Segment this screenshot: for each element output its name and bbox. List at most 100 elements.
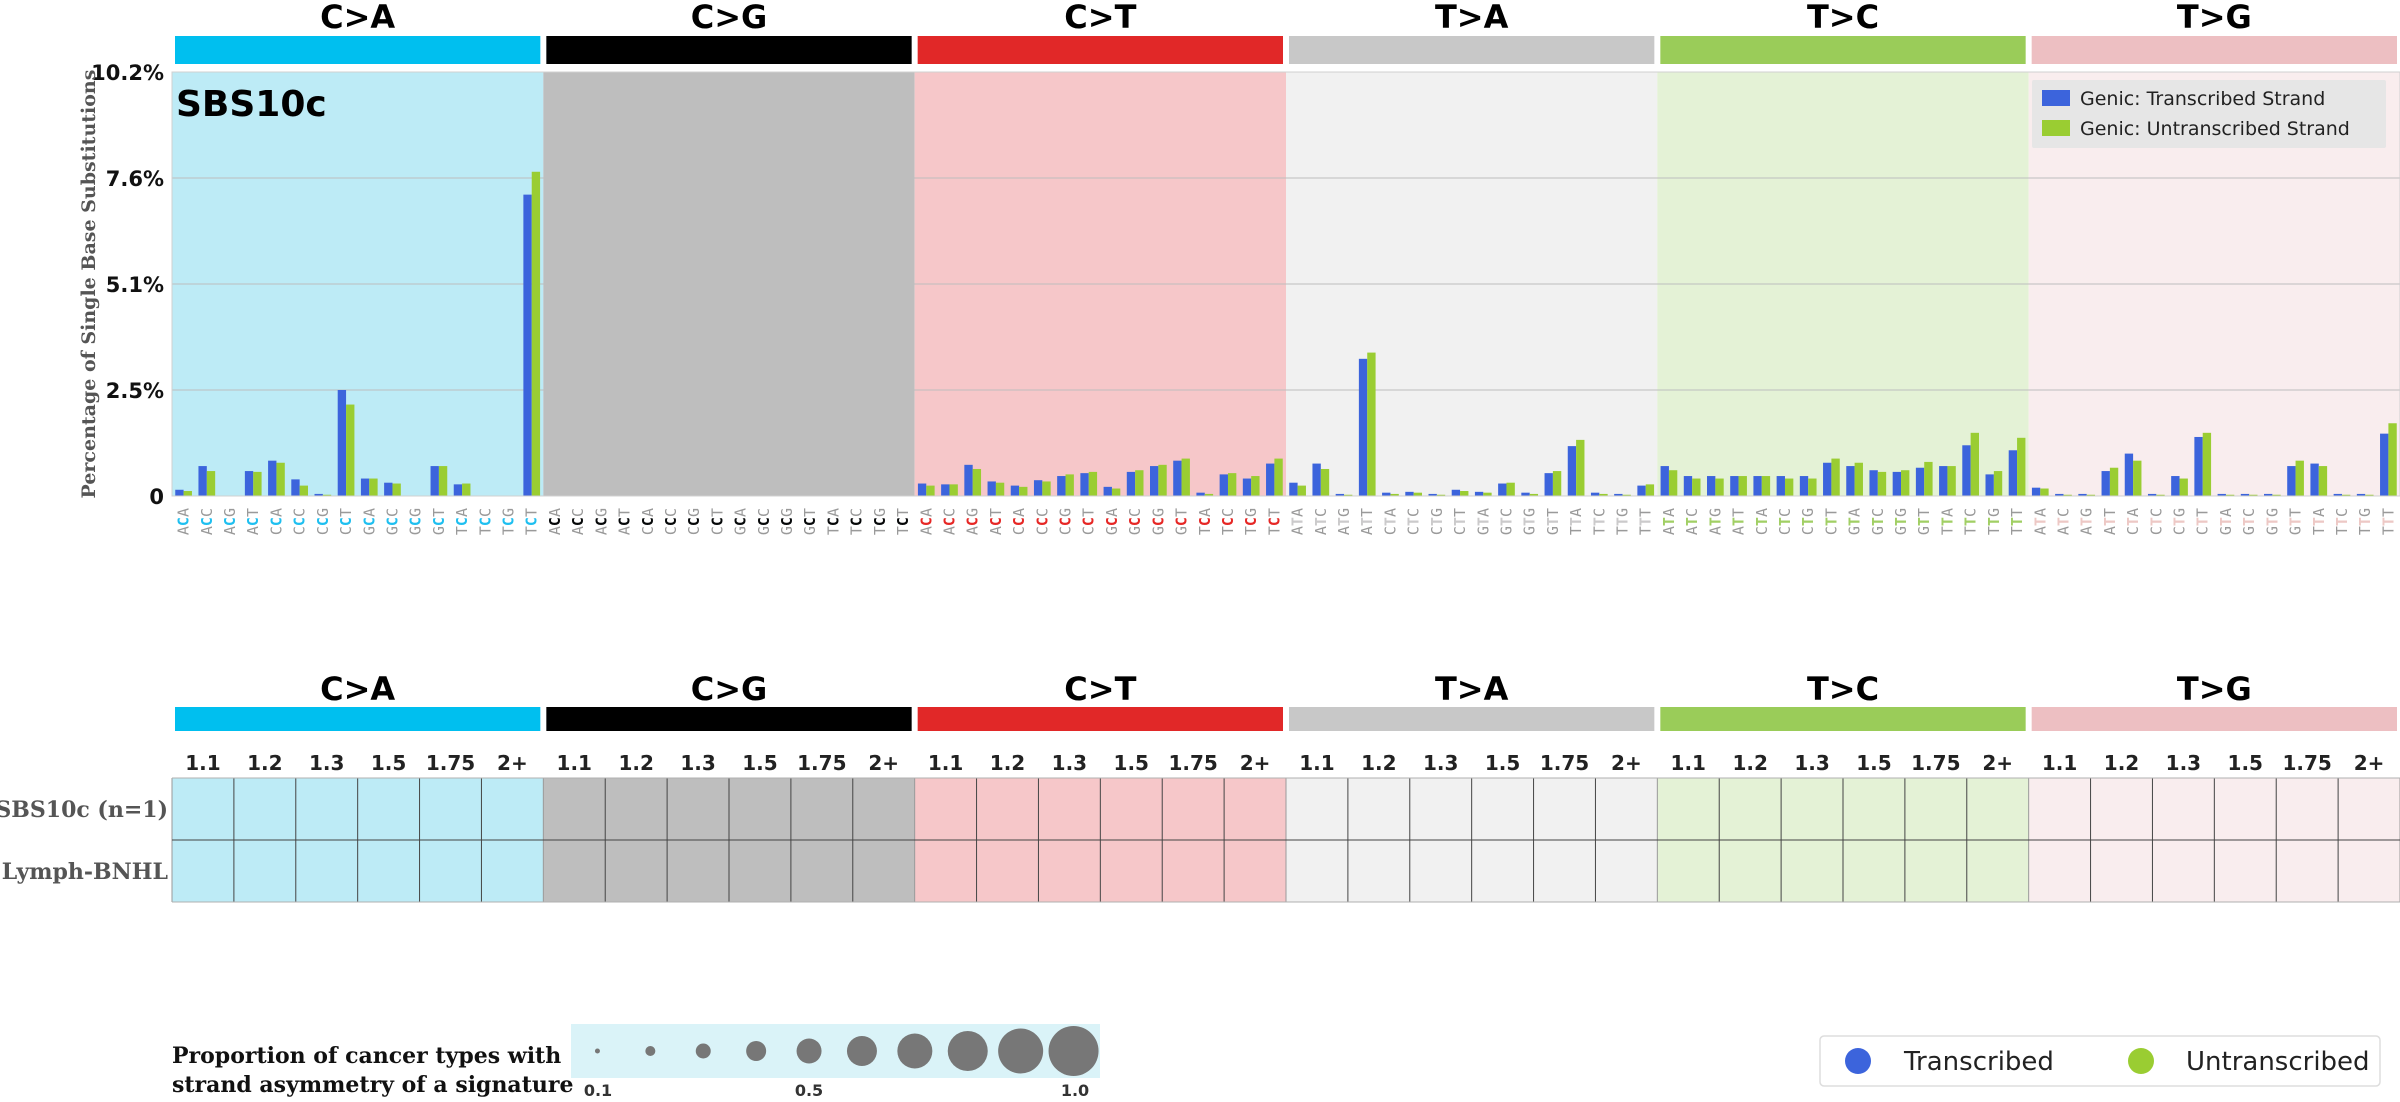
y-tick-labels: 0 2.5% 5.1% 7.6% 10.2% [91,61,164,509]
x-tick-label: CCC [1033,508,1051,535]
bar-untranscribed-34 [972,468,982,496]
asym-bin-label: 1.75 [797,751,846,775]
bar-untranscribed-81 [2063,494,2072,496]
bar-transcribed-94 [2356,493,2366,496]
x-tick-label: ATT [1358,508,1376,535]
x-tick-label: ATA [1660,508,1678,535]
x-tick-label: GTC [2240,508,2258,535]
bar-untranscribed-61 [1599,493,1608,496]
bar-untranscribed-59 [1552,471,1562,496]
bar-untranscribed-44 [1204,493,1214,496]
y-tick-label: 10.2% [91,61,164,85]
header-label-T-G: T>G [2177,0,2252,36]
bar-transcribed-60 [1567,446,1577,496]
bar-transcribed-51 [1358,358,1368,496]
bar-transcribed-3 [244,471,254,496]
bar-transcribed-68 [1753,476,1762,496]
x-tick-label: ATC [1683,508,1701,535]
bar-untranscribed-43 [1181,458,1190,496]
plot-frame [171,71,2400,497]
bar-transcribed-39 [1080,473,1089,496]
size-dot [645,1046,656,1056]
bar-transcribed-46 [1242,478,1252,496]
bar-transcribed-57 [1498,483,1507,496]
x-tick-label: TTT [2008,508,2026,535]
asymmetry-row-labels: SBS10c (n=1) Lymph-BNHL [0,797,168,885]
bar-transcribed-56 [1474,491,1484,496]
bar-transcribed-41 [1126,471,1136,496]
asymmetry-grid [171,777,2400,903]
bar-transcribed-36 [1010,485,1020,496]
asym-bin-label: 2+ [2354,751,2385,775]
bar-transcribed-75 [1915,467,1925,496]
x-tick-label: TCC [476,508,494,535]
bar-transcribed-77 [1962,445,1971,496]
bar-transcribed-61 [1590,492,1600,496]
x-tick-label: GTA [2217,508,2235,535]
asymmetry-mutation-headers: C>A C>G C>T T>A T>C T>G [175,670,2397,731]
x-tick-label: GCA [1103,508,1121,535]
bar-untranscribed-6 [322,494,332,496]
signature-label: SBS10c [176,84,327,125]
size-legend-tick-min: 0.1 [584,1081,612,1100]
x-tick-label: CCG [685,508,703,535]
bar-untranscribed-9 [392,483,401,496]
asym-bin-label: 1.5 [742,751,777,775]
bar-transcribed-63 [1637,485,1646,496]
asym-bin-label: 1.1 [185,751,220,775]
bar-untranscribed-33 [949,484,958,496]
bar-transcribed-53 [1405,491,1414,496]
bar-untranscribed-72 [1854,462,1863,496]
bar-transcribed-76 [1939,466,1948,496]
asymmetry-bin-labels: 1.1 1.2 1.3 1.5 1.75 2+ 1.1 1.2 1.3 1.5 1.75 2+ 1.1 1… [185,751,2384,775]
size-legend-title-line1: Proportion of cancer types with [172,1043,561,1069]
asym-bin-label: 1.3 [309,751,344,775]
x-tick-label: CTC [1405,508,1423,535]
bar-untranscribed-15 [531,171,541,496]
bar-transcribed-67 [1730,476,1739,496]
bar-transcribed-84 [2124,453,2134,496]
size-dot [998,1028,1044,1074]
bar-untranscribed-11 [438,466,448,496]
y-tick-label: 7.6% [106,167,164,191]
asym-bin-label: 2+ [1240,751,1271,775]
bar-transcribed-47 [1266,463,1275,496]
x-tick-label: GCA [360,508,378,535]
legend-swatch-transcribed [2042,90,2070,106]
asym-bin-label: 1.1 [1299,751,1334,775]
x-tick-label: GCT [430,508,448,535]
bar-untranscribed-80 [2040,488,2049,496]
x-tick-label: CTC [2147,508,2165,535]
bar-untranscribed-40 [1111,488,1121,496]
bar-untranscribed-32 [926,485,935,496]
x-tick-label: TCT [894,508,912,535]
x-tick-label: GCG [407,508,425,535]
x-tick-label: ACG [221,508,239,535]
asym-bin-label: 1.2 [247,751,282,775]
x-tick-label: TTA [2310,508,2328,535]
bar-transcribed-35 [987,481,996,496]
asym-bin-label: 1.1 [1671,751,1706,775]
bar-transcribed-82 [2078,493,2087,496]
x-tick-label: CCG [314,508,332,535]
bar-untranscribed-5 [299,485,309,496]
x-tick-label: TCC [848,508,866,535]
x-tick-label: CTG [2171,508,2189,535]
bar-transcribed-9 [384,482,393,496]
x-tick-label: GTG [2263,508,2281,535]
asym-header-bar-T-G [2031,707,2397,731]
x-tick-label: TTC [1590,508,1608,535]
x-tick-label: TTC [2333,508,2351,535]
bar-untranscribed-76 [1947,466,1956,496]
x-tick-label: CTT [1451,508,1469,535]
x-tick-label: ACT [616,508,634,535]
x-tick-label: GCC [383,508,401,535]
x-tick-label: ATA [1289,508,1307,535]
bar-untranscribed-77 [1970,432,1980,496]
asym-header-label-T-G: T>G [2177,670,2252,708]
bar-transcribed-43 [1173,460,1182,496]
bar-transcribed-50 [1335,493,1345,496]
bar-transcribed-4 [268,460,277,496]
asym-header-bar-C-G [546,707,912,731]
bar-untranscribed-68 [1761,476,1771,496]
